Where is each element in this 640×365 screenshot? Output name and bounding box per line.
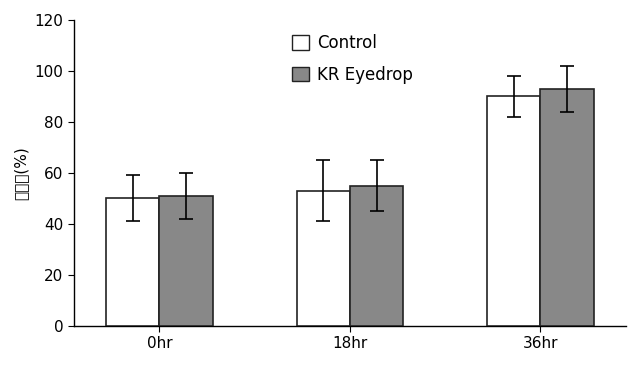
Y-axis label: 回復率(%): 回復率(%) [14, 146, 29, 200]
Bar [106, 198, 159, 326]
Bar [159, 196, 212, 326]
Legend: Control, KR Eyedrop: Control, KR Eyedrop [292, 34, 413, 84]
Bar [540, 89, 594, 326]
Bar [296, 191, 350, 326]
Bar [487, 96, 540, 326]
Bar [350, 185, 403, 326]
